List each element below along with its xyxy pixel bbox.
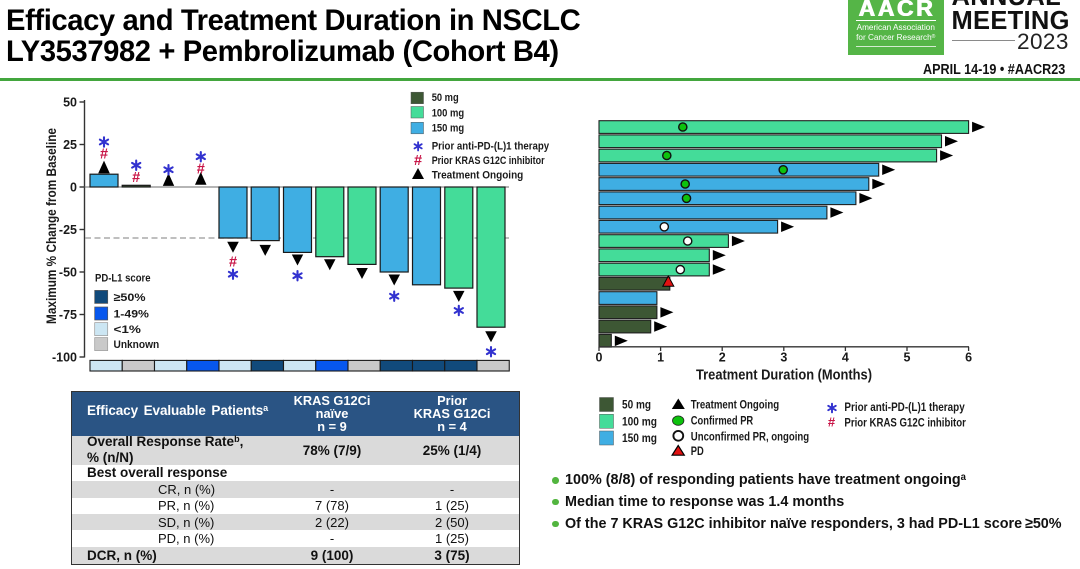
svg-text:100 mg: 100 mg <box>622 414 657 428</box>
svg-text:1: 1 <box>657 351 664 365</box>
svg-text:0: 0 <box>596 351 603 365</box>
svg-text:≥50%: ≥50% <box>114 292 146 304</box>
svg-text:#: # <box>414 153 422 169</box>
svg-text:#: # <box>100 146 108 162</box>
svg-text:4: 4 <box>842 351 849 365</box>
svg-text:-100: -100 <box>52 350 77 364</box>
svg-text:-25: -25 <box>59 223 77 237</box>
svg-text:3: 3 <box>780 351 787 365</box>
svg-text:150 mg: 150 mg <box>622 431 657 445</box>
svg-text:Treatment Ongoing: Treatment Ongoing <box>432 169 524 181</box>
svg-text:5: 5 <box>904 351 911 365</box>
svg-text:Treatment Duration (Months): Treatment Duration (Months) <box>696 368 872 384</box>
svg-text:PD: PD <box>691 444 704 458</box>
svg-text:Confirmed PR: Confirmed PR <box>691 413 754 427</box>
svg-text:2: 2 <box>719 351 726 365</box>
svg-text:6: 6 <box>965 351 972 365</box>
svg-text:#: # <box>229 255 237 271</box>
svg-text:Prior KRAS G12C inhibitor: Prior KRAS G12C inhibitor <box>844 415 966 429</box>
svg-text:Prior anti-PD-(L)1 therapy: Prior anti-PD-(L)1 therapy <box>844 400 965 414</box>
svg-text:0: 0 <box>70 180 77 194</box>
svg-text:Unconfirmed PR, ongoing: Unconfirmed PR, ongoing <box>691 429 809 443</box>
svg-text:50 mg: 50 mg <box>622 398 651 412</box>
svg-text:<1%: <1% <box>114 324 141 336</box>
svg-text:Prior KRAS G12C inhibitor: Prior KRAS G12C inhibitor <box>432 155 545 167</box>
svg-text:Prior anti-PD-(L)1 therapy: Prior anti-PD-(L)1 therapy <box>432 140 550 152</box>
svg-text:#: # <box>828 415 836 430</box>
svg-text:-50: -50 <box>59 265 77 279</box>
svg-text:#: # <box>197 161 205 177</box>
svg-text:-75: -75 <box>59 308 77 322</box>
svg-text:100 mg: 100 mg <box>432 107 465 119</box>
svg-text:1-49%: 1-49% <box>114 309 149 321</box>
svg-text:Treatment Ongoing: Treatment Ongoing <box>691 398 779 412</box>
svg-text:PD-L1 score: PD-L1 score <box>95 273 151 285</box>
svg-text:Unknown: Unknown <box>114 339 160 351</box>
svg-text:50 mg: 50 mg <box>432 92 459 104</box>
svg-text:Maximum % Change from Baseline: Maximum % Change from Baseline <box>44 128 59 324</box>
svg-text:50: 50 <box>63 95 77 109</box>
svg-text:150 mg: 150 mg <box>432 122 465 134</box>
svg-text:25: 25 <box>63 138 77 152</box>
svg-text:#: # <box>132 170 140 186</box>
